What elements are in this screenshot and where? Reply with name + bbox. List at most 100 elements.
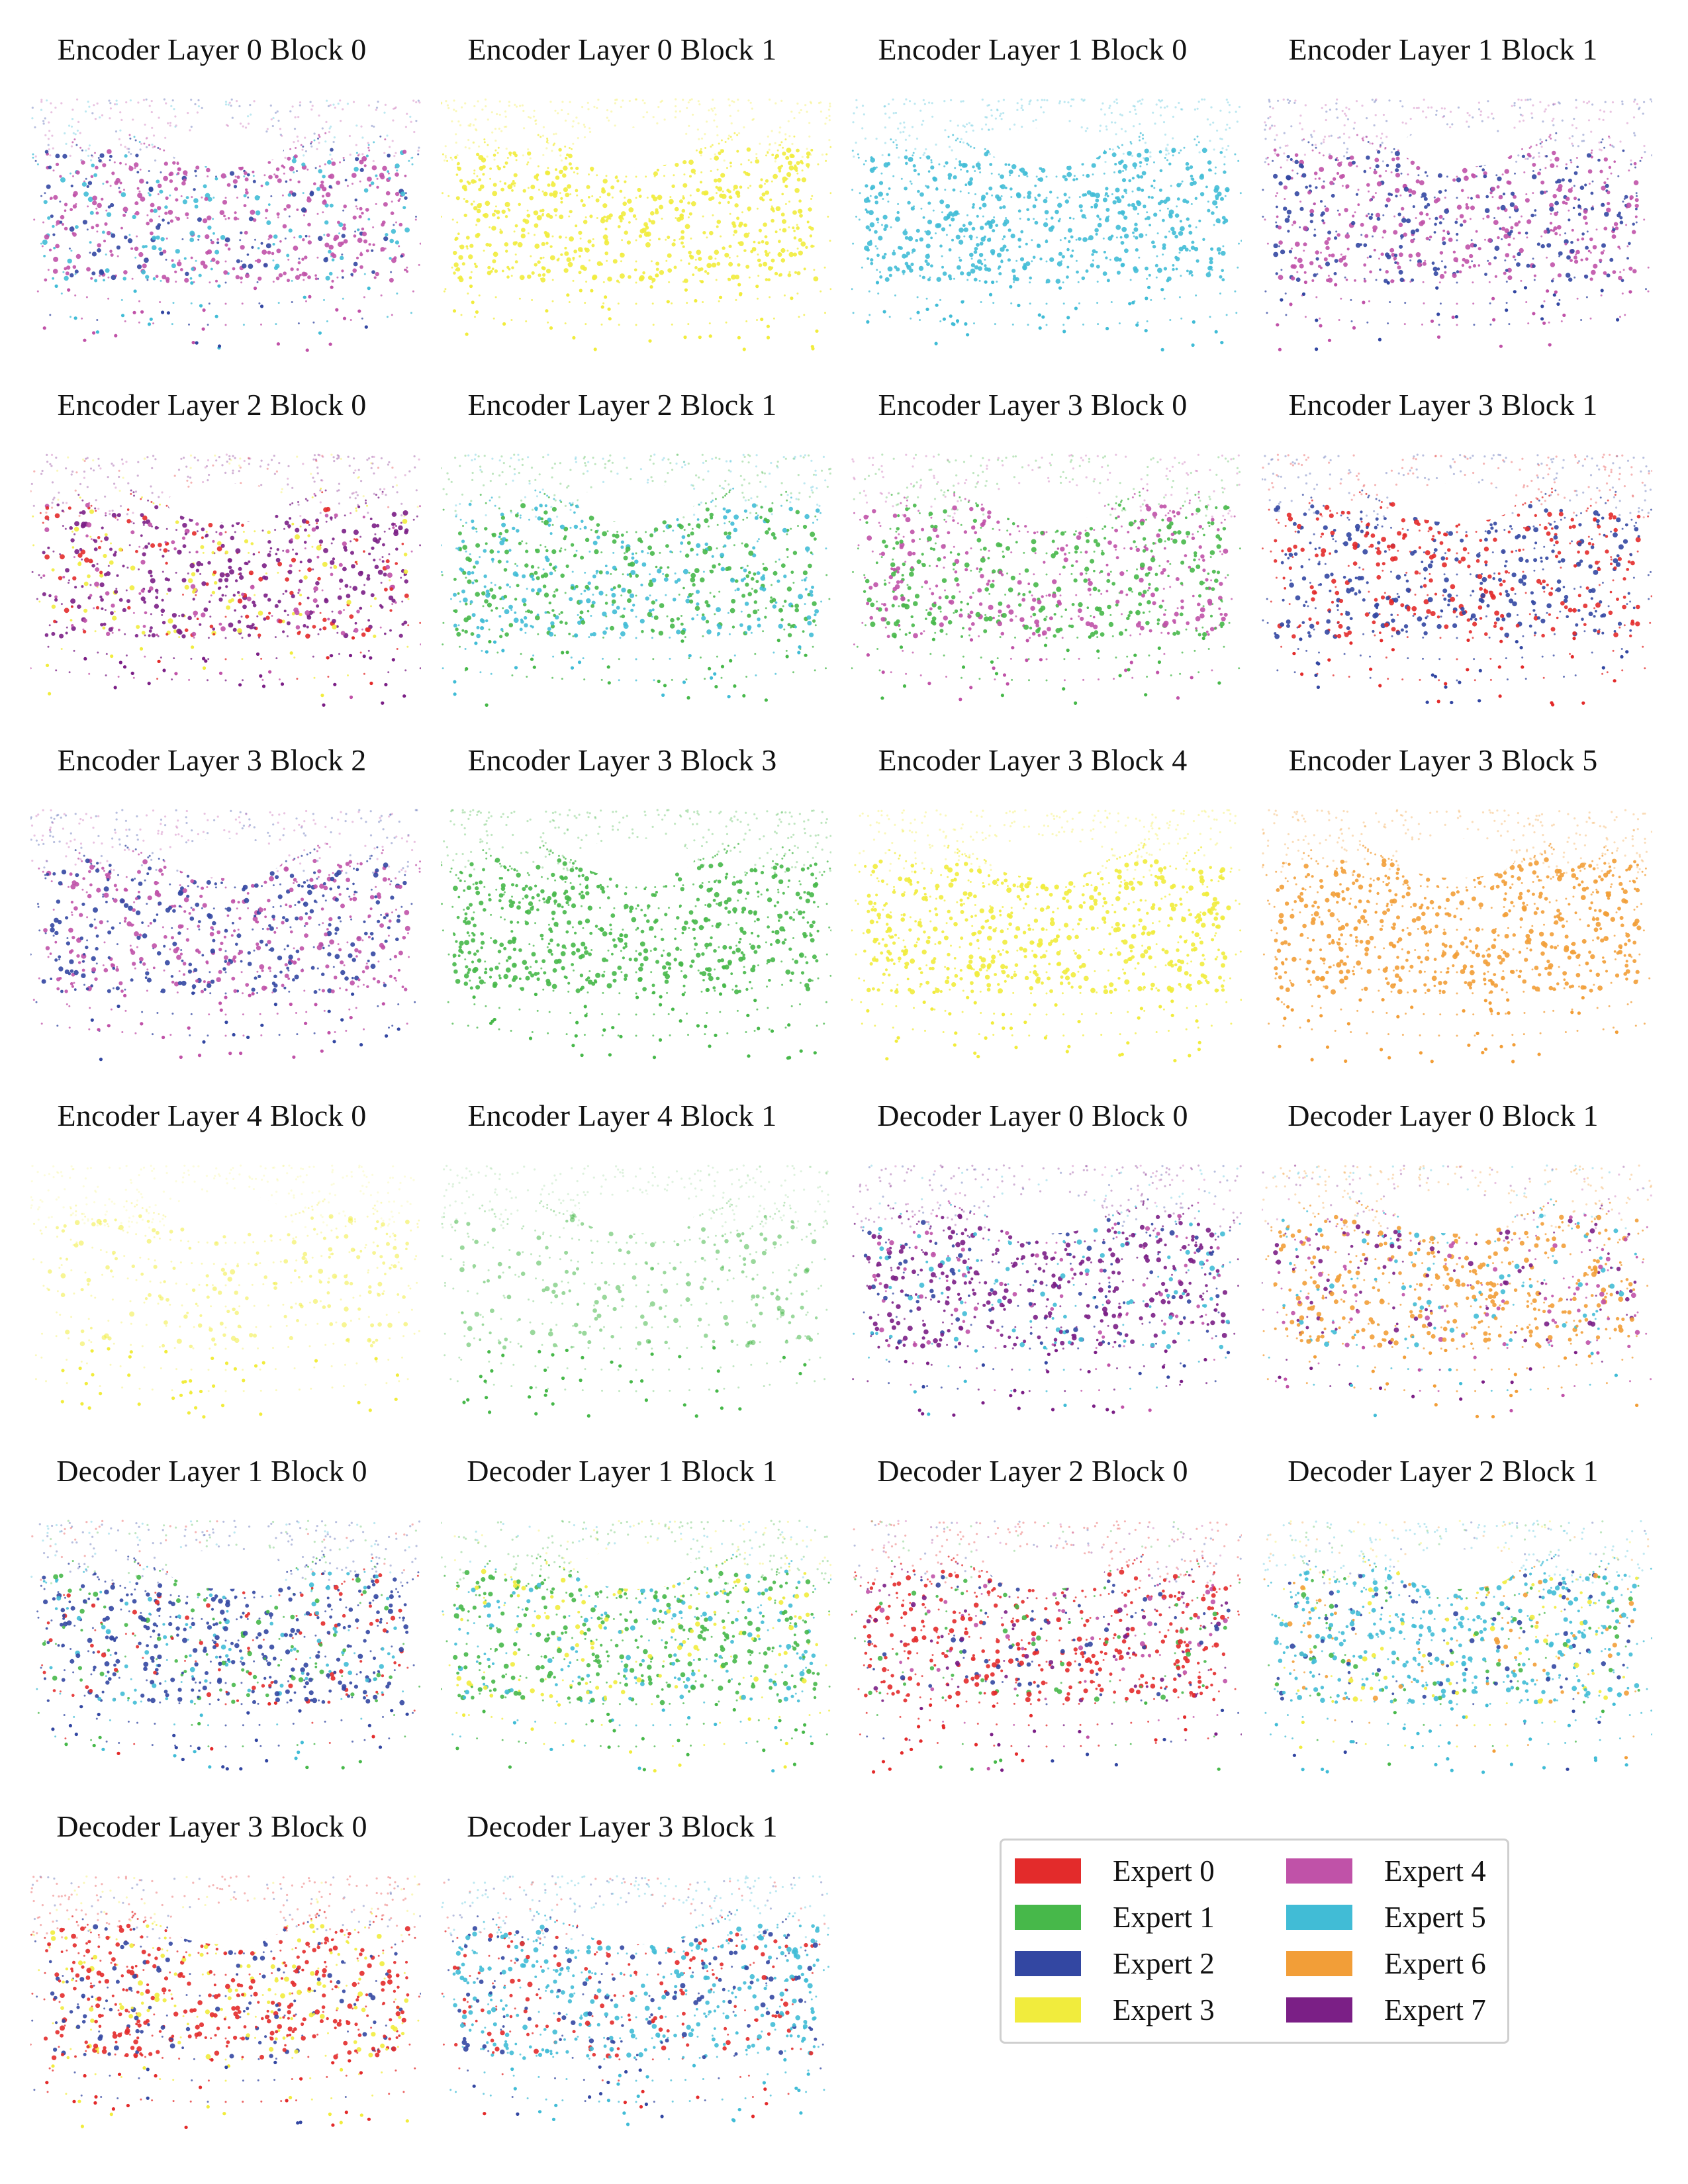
point [1025, 242, 1028, 246]
point [1084, 130, 1087, 132]
point [1343, 262, 1348, 267]
point [522, 189, 526, 193]
point [1105, 192, 1108, 196]
point [1046, 99, 1049, 102]
point-cloud-plot [30, 453, 421, 707]
point [104, 495, 107, 498]
point [355, 152, 358, 154]
point [1191, 177, 1195, 181]
point [552, 144, 555, 146]
point [336, 490, 339, 492]
point [339, 161, 341, 163]
point [1550, 163, 1555, 168]
point [605, 219, 608, 222]
point [52, 550, 55, 553]
point [1188, 250, 1191, 252]
point [610, 110, 613, 113]
point [86, 457, 89, 459]
point [533, 210, 539, 216]
point [687, 323, 690, 326]
point [879, 275, 883, 279]
point [269, 104, 272, 107]
point [1390, 171, 1393, 173]
point [1180, 108, 1183, 111]
point [330, 542, 333, 545]
point [876, 269, 878, 271]
point [1303, 226, 1308, 231]
point [947, 136, 950, 138]
point [313, 132, 316, 135]
point [1319, 266, 1323, 269]
point [1552, 103, 1555, 105]
point [62, 525, 64, 527]
point [1235, 312, 1238, 314]
point [322, 211, 324, 214]
point [266, 467, 269, 470]
point [1619, 220, 1624, 224]
point [1588, 183, 1591, 185]
point [115, 486, 117, 489]
point [175, 216, 177, 218]
point [1273, 124, 1276, 127]
point [504, 182, 506, 185]
point [98, 159, 102, 163]
point [177, 167, 181, 171]
point [563, 268, 569, 273]
point [1264, 138, 1267, 140]
point [1048, 226, 1054, 232]
point [733, 132, 736, 134]
point [926, 185, 930, 189]
point [363, 584, 366, 586]
point [1554, 139, 1557, 142]
point [1444, 271, 1447, 274]
point [1129, 141, 1132, 143]
point [673, 174, 675, 177]
point [156, 179, 160, 184]
point [1070, 254, 1074, 258]
point [343, 223, 346, 226]
point [1315, 296, 1318, 298]
point [979, 171, 982, 173]
point [1422, 261, 1427, 266]
point [40, 99, 43, 101]
point [94, 118, 97, 120]
point [720, 235, 722, 238]
point [1422, 110, 1425, 113]
point [1523, 286, 1528, 290]
point [1346, 248, 1350, 251]
point [1029, 276, 1032, 280]
point [682, 245, 685, 248]
point [130, 247, 134, 250]
point [1488, 281, 1491, 283]
point [973, 250, 978, 254]
point [1442, 236, 1446, 240]
point [1395, 156, 1400, 161]
point [124, 633, 126, 635]
point [453, 109, 455, 111]
point [355, 510, 357, 512]
point [718, 300, 720, 302]
point [1509, 202, 1515, 207]
point [1546, 289, 1550, 293]
point [137, 101, 140, 104]
point [926, 262, 930, 266]
point [716, 192, 718, 195]
point [355, 157, 359, 161]
point-group [441, 98, 831, 351]
point [32, 515, 34, 518]
point [1363, 279, 1367, 283]
point [546, 269, 551, 274]
point [710, 196, 715, 200]
point [683, 336, 687, 340]
point [1468, 265, 1472, 269]
point [324, 220, 329, 225]
point [1163, 107, 1166, 109]
point-cloud-plot [851, 98, 1242, 351]
point [1036, 99, 1039, 102]
point [150, 485, 152, 488]
point [1493, 256, 1497, 259]
point [739, 185, 743, 189]
point [1062, 175, 1066, 179]
point [300, 144, 303, 146]
point [1038, 326, 1042, 330]
